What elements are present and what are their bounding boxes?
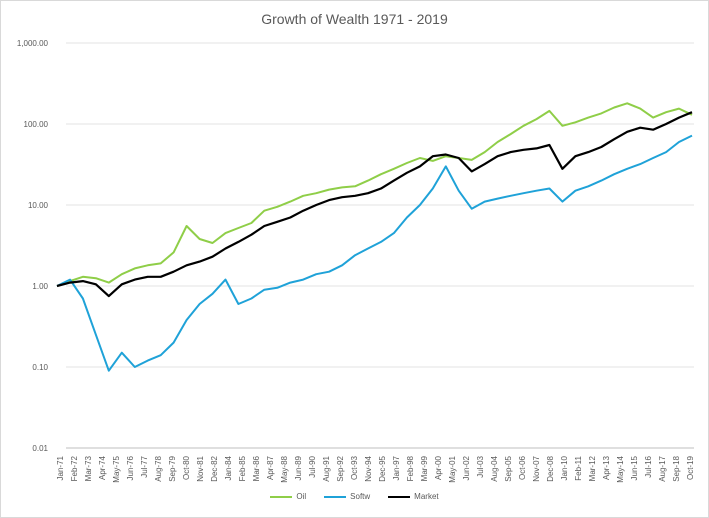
- x-axis: Jan-71 Feb-72 Mar-73 Apr-74 May-75 Jun-76 Jul-…: [56, 455, 695, 482]
- x-tick-label: Apr-74: [98, 455, 107, 480]
- x-tick-label: Mar-86: [252, 455, 261, 481]
- x-tick-label: Oct-93: [350, 455, 359, 480]
- y-tick-label: 100.00: [24, 120, 49, 129]
- x-tick-label: Nov-94: [364, 455, 373, 481]
- legend-swatch: [388, 495, 411, 498]
- x-tick-label: Nov-81: [196, 455, 205, 481]
- x-tick-label: Aug-04: [490, 455, 499, 481]
- x-tick-label: May-14: [616, 455, 625, 482]
- x-tick-label: Jan-10: [560, 455, 569, 480]
- legend-label: Softw: [350, 492, 371, 501]
- x-tick-label: Sep-92: [336, 455, 345, 481]
- x-tick-label: Jan-97: [392, 455, 401, 480]
- x-tick-label: Nov-07: [532, 455, 541, 481]
- legend: Oil Softw Market: [0, 492, 709, 501]
- legend-item-oil: Oil: [270, 492, 306, 501]
- legend-item-market: Market: [388, 492, 439, 501]
- x-tick-label: May-01: [448, 455, 457, 482]
- x-tick-label: Oct-06: [518, 455, 527, 480]
- legend-label: Market: [414, 492, 439, 501]
- x-tick-label: Oct-80: [182, 455, 191, 480]
- x-tick-label: Dec-82: [210, 455, 219, 481]
- series-line-market: [56, 111, 693, 298]
- x-tick-label: Sep-18: [672, 455, 681, 481]
- x-tick-label: Jun-15: [630, 455, 639, 480]
- series-lines: [56, 102, 693, 372]
- x-tick-label: Feb-98: [406, 455, 415, 481]
- x-tick-label: Dec-08: [546, 455, 555, 481]
- y-axis: 1,000.00 100.00 10.00 1.00 0.10 0.01: [17, 39, 49, 453]
- legend-swatch: [324, 495, 347, 498]
- x-tick-label: Aug-17: [658, 455, 667, 481]
- series-line-oil: [56, 102, 693, 287]
- x-tick-label: Jun-76: [126, 455, 135, 480]
- legend-item-softw: Softw: [324, 492, 370, 501]
- x-tick-label: Apr-00: [434, 455, 443, 480]
- x-tick-label: Jul-16: [644, 455, 653, 477]
- y-tick-label: 1.00: [32, 282, 48, 291]
- x-tick-label: Aug-91: [322, 455, 331, 481]
- grid-lines: [66, 42, 694, 449]
- y-tick-label: 1,000.00: [17, 39, 49, 48]
- x-tick-label: Apr-13: [602, 455, 611, 480]
- x-tick-label: Jan-84: [224, 455, 233, 480]
- x-tick-label: Aug-78: [154, 455, 163, 481]
- y-tick-label: 0.01: [32, 444, 48, 453]
- x-tick-label: Jul-90: [308, 455, 317, 477]
- x-tick-label: Feb-85: [238, 455, 247, 481]
- series-line-softw: [56, 134, 693, 372]
- x-tick-label: Jun-89: [294, 455, 303, 480]
- x-tick-label: Dec-95: [378, 455, 387, 481]
- x-tick-label: Mar-73: [84, 455, 93, 481]
- x-tick-label: Feb-72: [70, 455, 79, 481]
- x-tick-label: Jun-02: [462, 455, 471, 480]
- x-tick-label: Apr-87: [266, 455, 275, 480]
- x-tick-label: May-75: [112, 455, 121, 482]
- x-tick-label: Oct-19: [686, 455, 695, 480]
- y-tick-label: 10.00: [28, 201, 49, 210]
- x-tick-label: Jul-03: [476, 455, 485, 477]
- x-tick-label: Sep-79: [168, 455, 177, 481]
- x-tick-label: Sep-05: [504, 455, 513, 481]
- x-tick-label: May-88: [280, 455, 289, 482]
- x-tick-label: Mar-99: [420, 455, 429, 481]
- legend-swatch: [270, 495, 293, 498]
- y-tick-label: 0.10: [32, 363, 48, 372]
- x-tick-label: Jan-71: [56, 455, 65, 480]
- x-tick-label: Feb-11: [574, 455, 583, 480]
- x-tick-label: Mar-12: [588, 455, 597, 481]
- x-tick-label: Jul-77: [140, 455, 149, 477]
- chart-title: Growth of Wealth 1971 - 2019: [261, 11, 448, 27]
- legend-label: Oil: [296, 492, 307, 501]
